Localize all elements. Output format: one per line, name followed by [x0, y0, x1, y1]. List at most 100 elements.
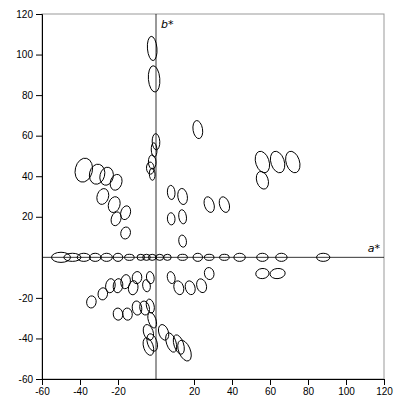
tick: 120: [376, 379, 393, 397]
tick-mark: [36, 379, 42, 380]
ellipse: [146, 36, 157, 61]
tick-mark: [270, 379, 271, 385]
tick-label: 120: [376, 386, 393, 397]
tick: 40: [227, 379, 239, 397]
ellipse: [105, 278, 117, 294]
tick-mark: [194, 379, 195, 385]
ellipse: [141, 336, 156, 357]
ellipse: [109, 210, 122, 227]
ellipse: [177, 188, 189, 206]
tick-mark: [232, 379, 233, 385]
ellipse: [317, 253, 330, 261]
tick-mark: [36, 136, 42, 137]
ellipse: [106, 195, 122, 214]
tick-label: 20: [22, 211, 34, 222]
ellipse: [156, 254, 164, 260]
ellipse: [270, 268, 286, 280]
tick-label: -20: [111, 386, 126, 397]
ellipse: [202, 195, 216, 214]
tick-label: 100: [16, 49, 33, 60]
ellipse: [276, 253, 287, 261]
ellipse: [148, 254, 156, 260]
tick: -40: [19, 333, 42, 344]
ellipse: [178, 209, 188, 224]
tick-label: -40: [73, 386, 88, 397]
tick-mark: [384, 379, 385, 385]
ellipse: [178, 234, 187, 247]
tick-mark: [36, 338, 42, 339]
ellipse: [112, 307, 123, 321]
tick: 120: [16, 9, 42, 20]
tick: -20: [19, 293, 42, 304]
tick-mark: [80, 379, 81, 385]
tick-label: -20: [19, 293, 34, 304]
ellipse: [166, 271, 176, 285]
ellipses: [52, 36, 330, 363]
tick-label: -60: [35, 386, 50, 397]
ellipse: [142, 279, 151, 292]
ellipse: [167, 212, 176, 225]
ellipse: [164, 254, 172, 260]
ellipse: [217, 195, 231, 214]
ellipse: [73, 156, 95, 184]
tick: 60: [22, 130, 42, 141]
tick-label: -60: [19, 374, 34, 385]
tick-mark: [118, 379, 119, 385]
ellipse: [220, 254, 230, 260]
ellipse: [108, 173, 124, 192]
tick-label: 60: [265, 386, 277, 397]
plot: -60 -40 -20 20 40 60 80 100 120 -60 -40 -20 20 40 60 80…: [16, 9, 393, 397]
tick: 100: [16, 49, 42, 60]
ellipse: [145, 298, 156, 314]
tick-label: 40: [227, 386, 239, 397]
ellipse: [101, 253, 112, 261]
tick-mark: [36, 14, 42, 15]
zero-line-horizontal: [42, 257, 384, 258]
tick-label: 100: [338, 386, 355, 397]
ellipse: [127, 280, 139, 296]
ellipse: [86, 295, 97, 309]
tick: -60: [19, 374, 42, 385]
tick: 20: [189, 379, 201, 397]
ellipse: [257, 253, 268, 261]
tick: 80: [303, 379, 315, 397]
ellipse: [253, 149, 273, 175]
tick-mark: [346, 379, 347, 385]
plot-frame: [42, 14, 384, 379]
ellipse: [119, 226, 132, 241]
tick: -60: [35, 379, 50, 397]
ellipse: [234, 253, 245, 261]
tick: -20: [111, 379, 126, 397]
tick: 100: [338, 379, 355, 397]
tick-mark: [308, 379, 309, 385]
tick: 80: [22, 90, 42, 101]
ellipse: [149, 168, 155, 180]
tick-mark: [36, 55, 42, 56]
tick-label: 80: [303, 386, 315, 397]
ellipse: [255, 268, 269, 279]
tick-label: 120: [16, 9, 33, 20]
tick: 20: [22, 211, 42, 222]
tick-mark: [36, 95, 42, 96]
x-axis-label: a*: [368, 242, 381, 255]
ellipse: [77, 253, 90, 261]
ellipse: [193, 253, 203, 261]
ellipse: [120, 274, 132, 290]
ellipse: [97, 287, 108, 301]
y-axis: -60 -40 -20 20 40 60 80 100 120: [16, 9, 42, 385]
tick: -40: [73, 379, 88, 397]
y-axis-label: b*: [161, 18, 174, 31]
ellipse: [125, 254, 134, 260]
ellipse: [90, 253, 101, 261]
ellipse: [122, 307, 133, 321]
tick-mark: [36, 298, 42, 299]
ellipse: [146, 311, 158, 329]
tick: 40: [22, 171, 42, 182]
tick-mark: [36, 176, 42, 177]
axis-line: [36, 15, 43, 380]
tick-label: -40: [19, 333, 34, 344]
ellipse: [152, 133, 160, 150]
tick-mark: [36, 217, 42, 218]
tick-label: 80: [22, 90, 34, 101]
ellipse: [203, 266, 215, 280]
